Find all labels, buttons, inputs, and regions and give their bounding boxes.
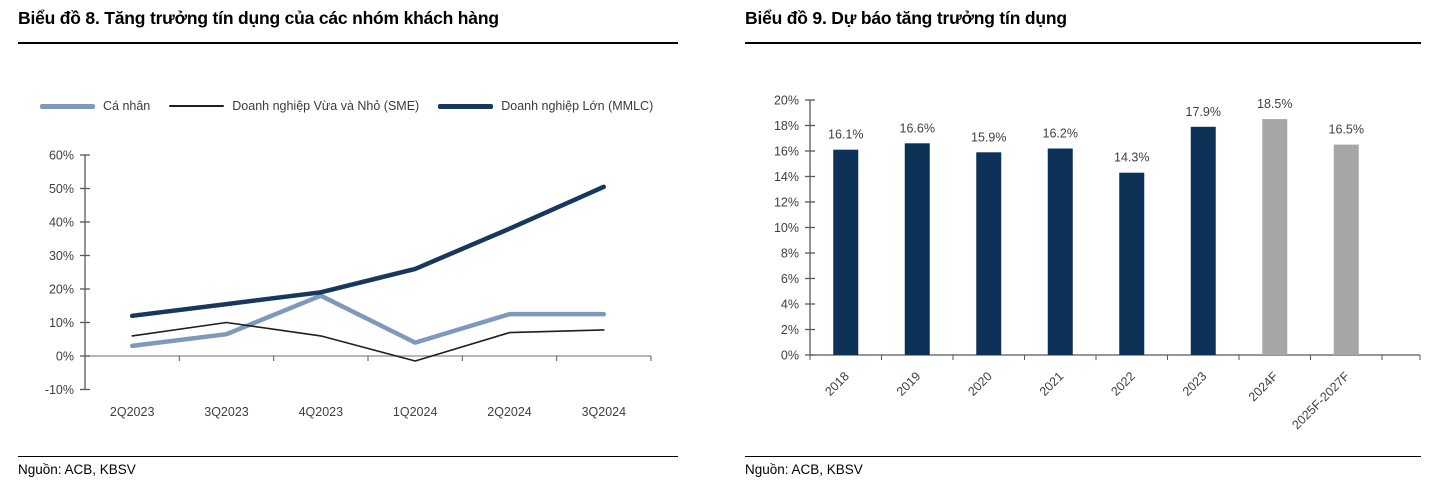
y-tick-label: 60% — [49, 149, 74, 163]
x-tick-label: 2019 — [894, 369, 924, 399]
legend-label: Cá nhân — [103, 99, 151, 113]
x-tick-label: 2Q2023 — [110, 405, 155, 419]
bar — [1190, 126, 1216, 355]
bar-value-label: 15.9% — [971, 130, 1006, 144]
chart8-legend: Cá nhân Doanh nghiệp Vừa và Nhỏ (SME) Do… — [40, 99, 653, 113]
y-tick-label: 12% — [774, 196, 799, 210]
chart8-title: Biểu đồ 8. Tăng trưởng tín dụng của các … — [18, 8, 499, 28]
y-tick-label: 40% — [49, 216, 74, 230]
legend-label: Doanh nghiệp Lớn (MMLC) — [501, 99, 654, 113]
x-tick-label: 2022 — [1108, 369, 1138, 399]
y-tick-label: 14% — [774, 170, 799, 184]
y-tick-label: -10% — [45, 383, 74, 397]
chart9-source-rule — [745, 456, 1421, 457]
chart8-source-rule — [18, 456, 678, 457]
x-tick-label: 2023 — [1180, 369, 1210, 399]
y-tick-label: 30% — [49, 249, 74, 263]
line-swatch-mmlc — [438, 103, 494, 109]
y-tick-label: 16% — [774, 145, 799, 159]
x-tick-label: 2021 — [1037, 369, 1067, 399]
bar-chart-svg: 0% 2% 4% 6% 8% 10% 12% 14% 16% 18% 20% 16.1% 2018 16.… — [774, 94, 1421, 432]
bar — [976, 152, 1002, 355]
credit-growth-by-segment-panel: Biểu đồ 8. Tăng trưởng tín dụng của các … — [18, 8, 678, 492]
y-tick-label: 50% — [49, 182, 74, 196]
bar — [1119, 172, 1145, 355]
x-tick-label: 1Q2024 — [393, 405, 438, 419]
x-tick-label: 3Q2024 — [582, 405, 627, 419]
y-tick-label: 0% — [56, 350, 74, 364]
series-line — [129, 184, 607, 319]
x-tick-label: 2018 — [822, 369, 852, 399]
y-tick-label: 20% — [49, 283, 74, 297]
chart8-title-rule — [18, 42, 678, 44]
bar-value-label: 16.6% — [900, 121, 935, 135]
bar — [833, 149, 859, 355]
y-tick-label: 20% — [774, 94, 799, 108]
bar — [1333, 144, 1359, 355]
x-tick-label: 3Q2023 — [204, 405, 249, 419]
line-chart-svg: -10% 0% 10% 20% 30% 40% 50% 60% 2Q2023 3Q2023 4Q20… — [45, 149, 652, 419]
y-tick-label: 8% — [781, 247, 799, 261]
series-line — [131, 321, 605, 362]
legend-item-sme: Doanh nghiệp Vừa và Nhỏ (SME) — [169, 99, 419, 113]
legend-item-ca-nhan: Cá nhân — [40, 99, 150, 113]
x-tick-label: 2025F-2027F — [1289, 369, 1352, 432]
x-tick-label: 4Q2023 — [299, 405, 344, 419]
chart9-title-rule — [745, 42, 1421, 44]
bar-value-label: 14.3% — [1114, 151, 1149, 165]
chart9-title: Biểu đồ 9. Dự báo tăng trưởng tín dụng — [745, 8, 1067, 28]
bar — [1262, 119, 1288, 355]
legend-item-mmlc: Doanh nghiệp Lớn (MMLC) — [438, 99, 653, 113]
x-tick-label: 2024F — [1246, 369, 1281, 404]
y-tick-label: 0% — [781, 349, 799, 363]
line-swatch-sme — [169, 105, 225, 107]
credit-growth-forecast-panel: Biểu đồ 9. Dự báo tăng trưởng tín dụng 0… — [745, 8, 1421, 492]
legend-label: Doanh nghiệp Vừa và Nhỏ (SME) — [232, 99, 420, 113]
bar — [904, 143, 930, 355]
bar-value-label: 16.2% — [1043, 126, 1078, 140]
chart9-source: Nguồn: ACB, KBSV — [745, 462, 863, 477]
bar — [1047, 148, 1073, 355]
chart8-source: Nguồn: ACB, KBSV — [18, 462, 136, 477]
bar-value-label: 18.5% — [1257, 97, 1292, 111]
x-tick-label: 2Q2024 — [487, 405, 532, 419]
y-tick-label: 10% — [774, 221, 799, 235]
line-swatch-ca-nhan — [40, 103, 95, 109]
bar-value-label: 17.9% — [1186, 105, 1221, 119]
x-tick-label: 2020 — [965, 369, 995, 399]
bar-value-label: 16.1% — [828, 128, 863, 142]
y-tick-label: 6% — [781, 272, 799, 286]
y-tick-label: 4% — [781, 298, 799, 312]
series-line — [129, 293, 607, 349]
y-tick-label: 10% — [49, 316, 74, 330]
y-tick-label: 18% — [774, 119, 799, 133]
bar-value-label: 16.5% — [1329, 123, 1364, 137]
y-tick-label: 2% — [781, 323, 799, 337]
